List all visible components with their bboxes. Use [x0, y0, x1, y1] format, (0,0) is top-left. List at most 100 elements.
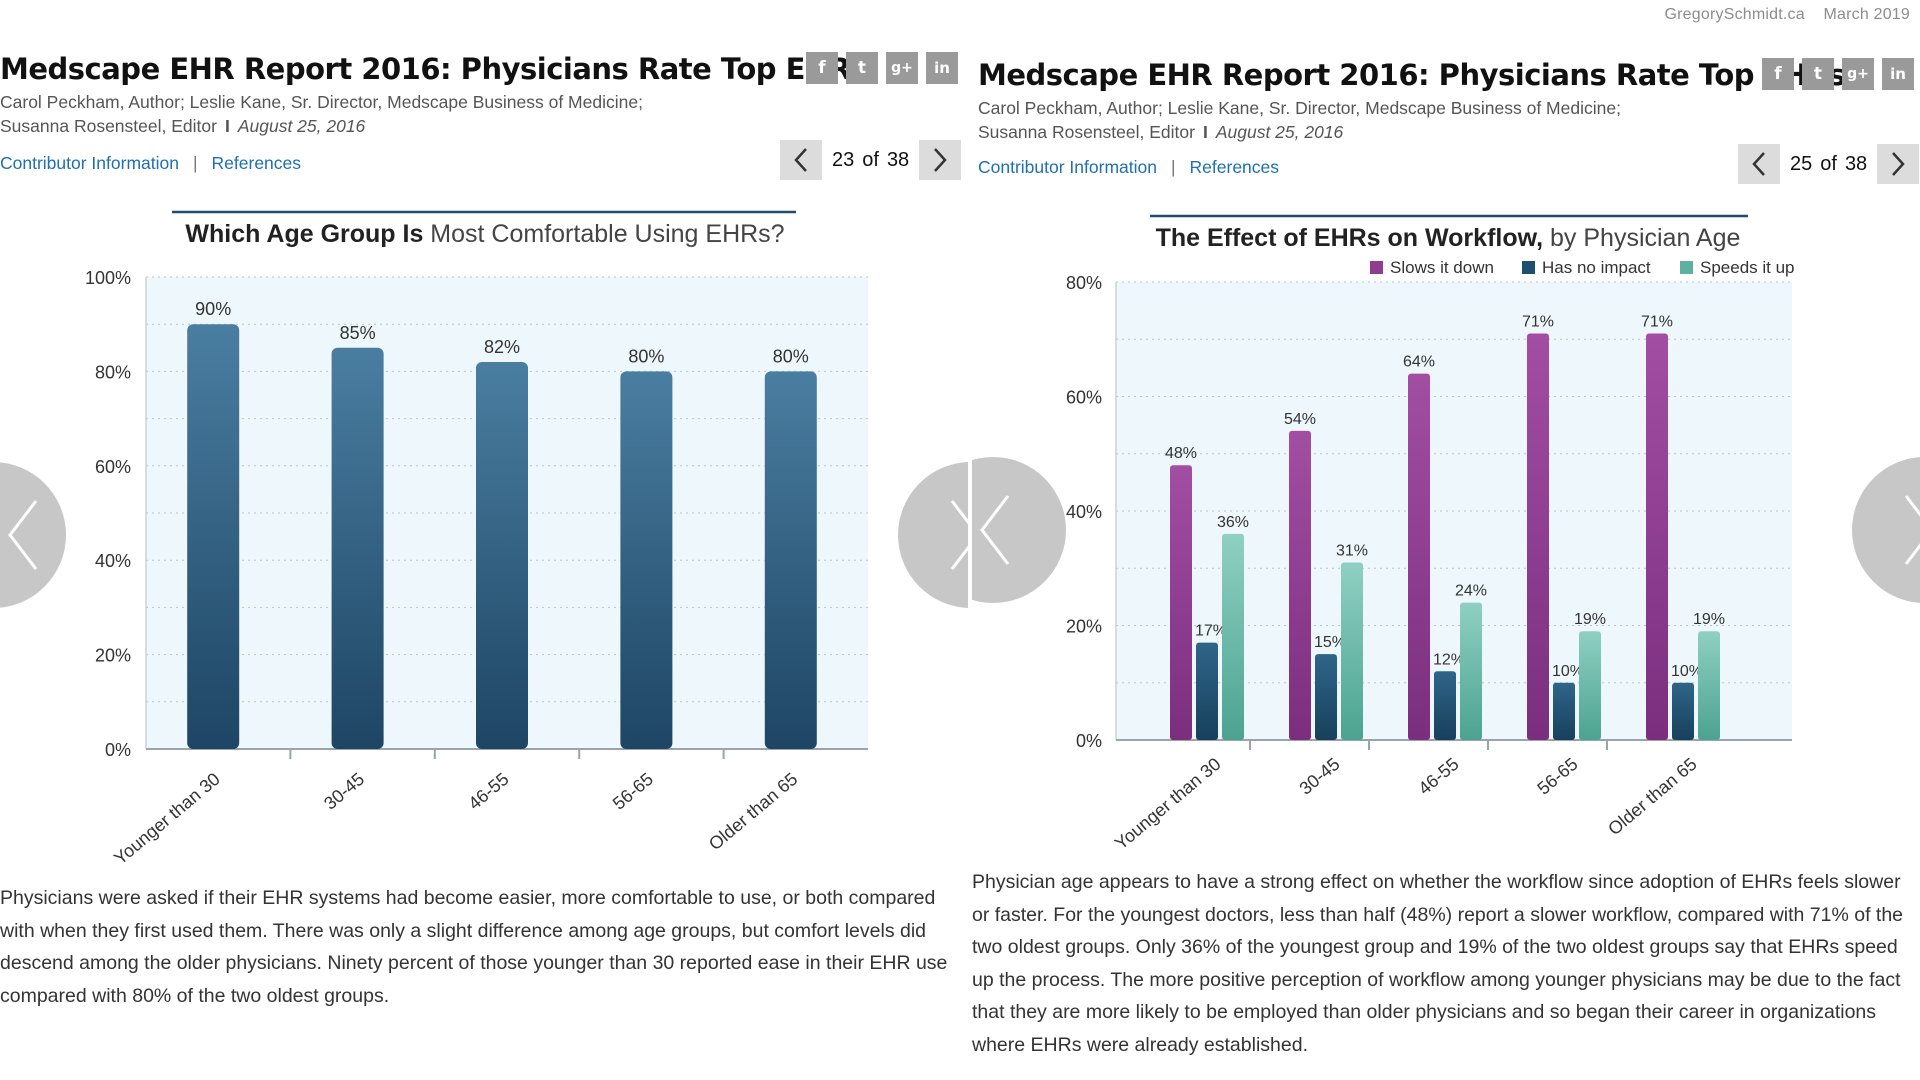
chart-left-container: Which Age Group Is Most Comfortable Usin… — [0, 205, 968, 870]
bar-has-no-impact — [1196, 642, 1218, 740]
x-tick-label: 46-55 — [1414, 754, 1462, 799]
google-plus-icon[interactable]: g+ — [886, 52, 918, 84]
x-tick-label: Older than 65 — [1604, 754, 1700, 839]
linkedin-icon[interactable]: in — [1882, 58, 1914, 90]
data-label: 82% — [484, 337, 520, 357]
prev-slide-button[interactable] — [1738, 144, 1780, 184]
contributor-information-link[interactable]: Contributor Information — [0, 153, 179, 173]
byline-separator: I — [224, 116, 230, 136]
slide-description: Physicians were asked if their EHR syste… — [0, 887, 948, 1007]
chevron-right-icon — [1892, 152, 1905, 176]
next-slide-button[interactable] — [919, 140, 962, 180]
article-links: Contributor Information | References — [978, 157, 1279, 178]
data-label: 19% — [1693, 611, 1725, 628]
y-tick-label: 20% — [95, 646, 131, 666]
bar-has-no-impact — [1434, 671, 1456, 740]
pager-of: of — [862, 148, 879, 171]
x-tick-label: Older than 65 — [705, 769, 801, 854]
bar-slows-it-down — [1646, 333, 1668, 740]
social-share-bar: f t g+ in — [806, 52, 958, 84]
byline-editor: Susanna Rosensteel, Editor — [0, 116, 217, 136]
y-tick-label: 40% — [95, 551, 131, 571]
byline-editor: Susanna Rosensteel, Editor — [978, 122, 1195, 142]
pager-current: 23 — [832, 148, 855, 171]
y-tick-label: 60% — [95, 457, 131, 477]
chart-right-container: The Effect of EHRs on Workflow, by Physi… — [972, 205, 1920, 870]
y-tick-label: 80% — [95, 362, 131, 382]
pager-status: 23 of 38 — [832, 149, 909, 172]
legend-label: Slows it down — [1390, 258, 1494, 277]
watermark: GregorySchmidt.ca March 2019 — [1651, 6, 1911, 24]
x-tick-label: 30-45 — [1295, 754, 1343, 799]
data-label: 54% — [1284, 411, 1316, 428]
pager-total: 38 — [886, 148, 910, 171]
x-tick-label: 56-65 — [1533, 754, 1581, 799]
bar — [331, 347, 384, 749]
pager-of: of — [1820, 152, 1837, 175]
data-label: 31% — [1336, 543, 1368, 560]
slide-pager: 25 of 38 — [1738, 144, 1920, 184]
data-label: 71% — [1641, 314, 1673, 331]
bar-slows-it-down — [1527, 333, 1549, 740]
chevron-left-icon — [1752, 152, 1765, 176]
prev-slide-button[interactable] — [780, 140, 822, 180]
bar-speeds-it-up — [1341, 562, 1363, 740]
y-tick-label: 80% — [1066, 273, 1102, 293]
slide-pager: 23 of 38 — [780, 140, 962, 180]
pager-current: 25 — [1790, 152, 1813, 175]
x-tick-label: Younger than 30 — [110, 769, 224, 865]
x-tick-label: 56-65 — [609, 769, 657, 814]
x-tick-label: Younger than 30 — [1111, 754, 1225, 854]
data-label: 90% — [195, 299, 231, 319]
facebook-icon[interactable]: f — [1762, 58, 1794, 90]
legend-swatch — [1370, 261, 1383, 274]
google-plus-icon[interactable]: g+ — [1842, 58, 1874, 90]
x-tick-label: 46-55 — [464, 769, 512, 814]
watermark-site: GregorySchmidt.ca — [1664, 6, 1805, 23]
chevron-left-icon — [980, 495, 1010, 565]
data-label: 71% — [1522, 314, 1554, 331]
legend-swatch — [1522, 261, 1535, 274]
next-slide-button[interactable] — [1877, 144, 1920, 184]
twitter-icon[interactable]: t — [846, 52, 878, 84]
chevron-right-icon — [950, 500, 968, 570]
data-label: 17% — [1195, 623, 1227, 640]
y-tick-label: 100% — [85, 268, 131, 288]
link-separator: | — [1170, 157, 1176, 177]
bar-speeds-it-up — [1460, 602, 1482, 740]
y-tick-label: 20% — [1066, 617, 1102, 637]
pager-status: 25 of 38 — [1790, 153, 1867, 176]
bar-has-no-impact — [1672, 682, 1694, 740]
y-tick-label: 0% — [105, 740, 131, 760]
data-label: 36% — [1217, 514, 1249, 531]
data-label: 80% — [628, 346, 664, 366]
bar-speeds-it-up — [1698, 631, 1720, 740]
byline-authors: Carol Peckham, Author; Leslie Kane, Sr. … — [978, 98, 1621, 118]
twitter-icon[interactable]: t — [1802, 58, 1834, 90]
data-label: 48% — [1165, 445, 1197, 462]
contributor-information-link[interactable]: Contributor Information — [978, 157, 1157, 177]
chevron-right-icon — [934, 148, 947, 172]
article-links: Contributor Information | References — [0, 153, 301, 174]
references-link[interactable]: References — [1189, 157, 1280, 177]
data-label: 12% — [1433, 651, 1465, 668]
linkedin-icon[interactable]: in — [926, 52, 958, 84]
watermark-date: March 2019 — [1823, 6, 1910, 23]
x-tick-label: 30-45 — [320, 769, 368, 814]
publish-date: August 25, 2016 — [237, 116, 366, 136]
data-label: 24% — [1455, 583, 1487, 600]
references-link[interactable]: References — [211, 153, 302, 173]
bar-has-no-impact — [1315, 654, 1337, 740]
y-tick-label: 60% — [1066, 388, 1102, 408]
bar-speeds-it-up — [1222, 533, 1244, 740]
chart-title: Which Age Group Is Most Comfortable Usin… — [185, 220, 784, 248]
facebook-icon[interactable]: f — [806, 52, 838, 84]
chevron-left-icon — [794, 148, 807, 172]
bar — [476, 361, 528, 749]
data-label: 15% — [1314, 634, 1346, 651]
bar-has-no-impact — [1553, 682, 1575, 740]
y-tick-label: 0% — [1076, 731, 1102, 751]
comfort-by-age-chart: Which Age Group Is Most Comfortable Usin… — [85, 210, 868, 869]
data-label: 80% — [773, 346, 809, 366]
data-label: 10% — [1552, 663, 1584, 680]
